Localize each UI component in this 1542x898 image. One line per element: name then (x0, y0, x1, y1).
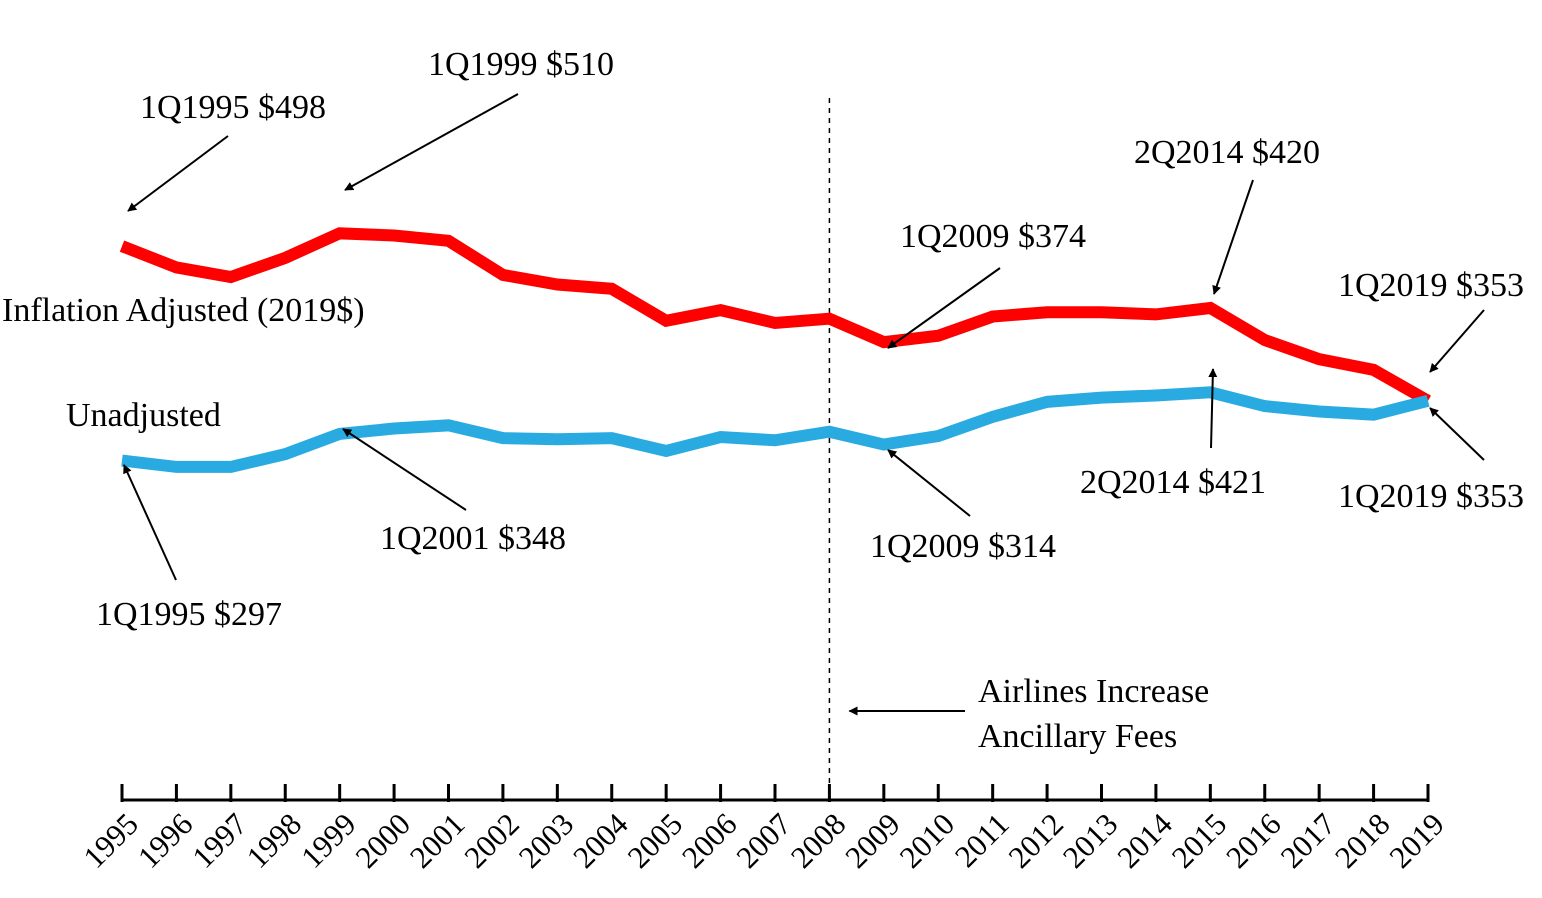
annotation-layer: 1Q1995 $498 1Q1999 $510 1Q2009 $374 2Q20… (96, 46, 1524, 633)
annotation-label: 1Q2009 $314 (870, 528, 1056, 565)
x-tick-label: 2009 (838, 806, 907, 875)
annotation-label: 2Q2014 $421 (1080, 464, 1266, 501)
annotation-label: 1Q2019 $353 (1338, 478, 1524, 515)
annotation-label: 1Q2009 $374 (900, 218, 1086, 255)
annotation-arrow (1208, 368, 1218, 449)
x-tick-label: 2018 (1328, 806, 1397, 875)
annotation-arrow (887, 267, 1001, 349)
annotation-label: 1Q1999 $510 (428, 46, 614, 83)
annotation-arrow (1212, 179, 1254, 295)
x-tick-label: 2001 (403, 806, 472, 875)
x-axis: 1995199619971998199920002001200220032004… (76, 784, 1451, 875)
x-tick-label: 2016 (1219, 806, 1288, 875)
annotation-arrow (1429, 407, 1485, 461)
event-label-line-2: Ancillary Fees (978, 718, 1177, 755)
annotation-arrow (344, 93, 519, 191)
x-tick-label: 2000 (348, 806, 417, 875)
annotation-arrow (1429, 309, 1485, 373)
annotation-arrow (127, 135, 229, 212)
annotation-label: 1Q2019 $353 (1338, 267, 1524, 304)
series-layer (119, 227, 1431, 473)
x-tick-label: 1995 (76, 806, 145, 875)
x-tick-label: 1998 (240, 806, 309, 875)
x-tick-label: 2012 (1001, 806, 1070, 875)
series-line-unadjusted (121, 386, 1430, 473)
annotation-arrow (887, 449, 971, 517)
x-tick-label: 2006 (675, 806, 744, 875)
x-tick-label: 2014 (1110, 806, 1179, 875)
annotation-label: 1Q1995 $498 (140, 89, 326, 126)
x-tick-label: 2011 (948, 806, 1016, 874)
x-tick-label: 2002 (457, 806, 526, 875)
x-tick-label: 2008 (784, 806, 853, 875)
x-tick-label: 2013 (1056, 806, 1125, 875)
annotation-label: 1Q2001 $348 (380, 520, 566, 557)
series-label-unadjusted: Unadjusted (66, 397, 221, 434)
x-tick-label: 1997 (185, 806, 254, 875)
x-tick-label: 2019 (1382, 806, 1451, 875)
event-label-line-1: Airlines Increase (978, 673, 1209, 710)
x-tick-label: 1999 (294, 806, 363, 875)
x-tick-label: 2015 (1165, 806, 1234, 875)
annotation-label: 2Q2014 $420 (1134, 134, 1320, 171)
annotation-arrow (342, 428, 467, 511)
annotation-label: 1Q1995 $297 (96, 596, 282, 633)
x-tick-label: 2007 (729, 806, 798, 875)
x-tick-label: 2017 (1274, 806, 1343, 875)
x-tick-label: 2005 (621, 806, 690, 875)
series-label-inflation-adjusted: Inflation Adjusted (2019$) (2, 292, 365, 329)
x-tick-label: 1996 (131, 806, 200, 875)
x-tick-label: 2003 (512, 806, 581, 875)
x-tick-label: 2004 (566, 806, 635, 875)
annotation-arrow (123, 464, 177, 581)
x-tick-label: 2010 (893, 806, 962, 875)
